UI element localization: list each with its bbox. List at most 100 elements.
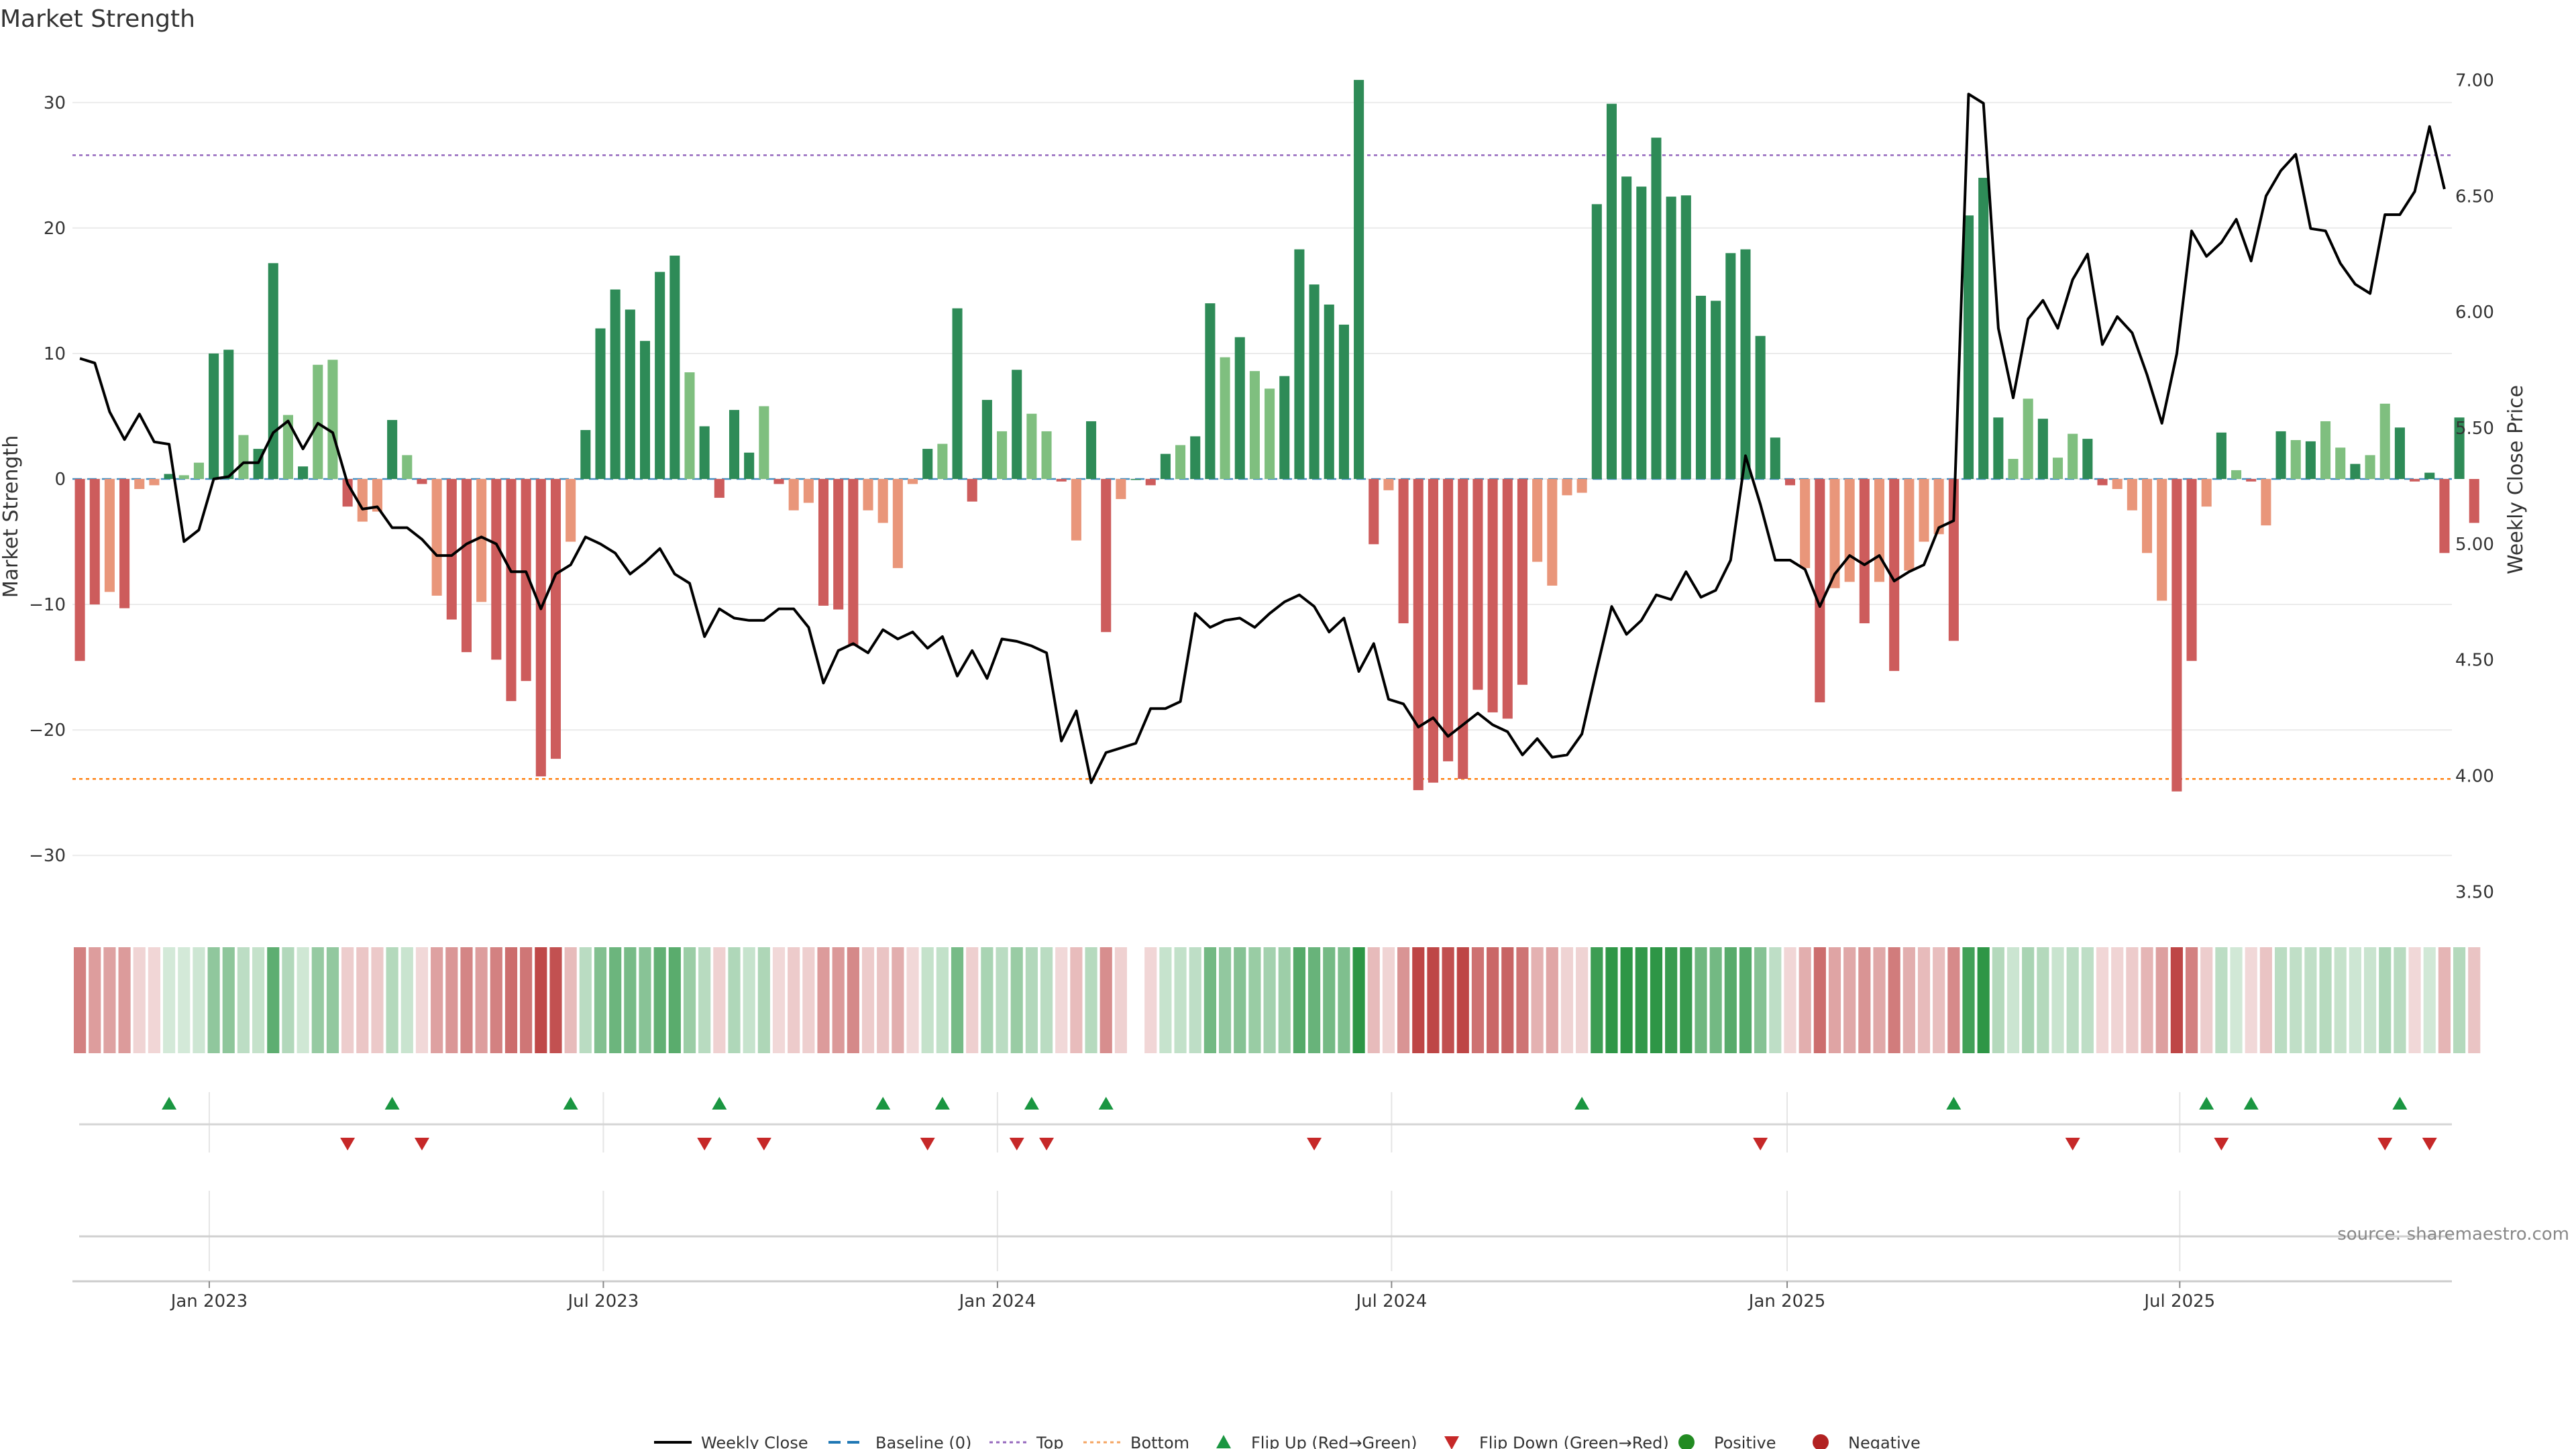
heatmap-cell [103, 947, 116, 1053]
heatmap-cell [1546, 947, 1558, 1053]
heatmap-cell [1620, 947, 1633, 1053]
strength-bar [1458, 479, 1468, 780]
flip-up-marker [1024, 1097, 1039, 1110]
strength-bar [1874, 479, 1885, 582]
heatmap-cell [2319, 947, 2332, 1053]
strength-bar [2305, 441, 2316, 479]
heatmap-cell [1724, 947, 1737, 1053]
heatmap-cell [1412, 947, 1425, 1053]
heatmap-cell [1442, 947, 1454, 1053]
strength-bar [1829, 479, 1840, 588]
flip-up-marker [934, 1097, 950, 1110]
heatmap-cell [1769, 947, 1782, 1053]
strength-bar [655, 272, 665, 479]
legend-label: Negative [1848, 1434, 1921, 1449]
heatmap-cell [639, 947, 651, 1053]
strength-bar [1249, 371, 1260, 479]
strength-bar [2261, 479, 2271, 526]
x-tick-label: Jul 2024 [1354, 1291, 1427, 1311]
strength-bar [714, 479, 724, 498]
flip-down-marker [2422, 1138, 2437, 1150]
heatmap-cell [653, 947, 666, 1053]
strength-bar [744, 452, 755, 479]
heatmap-cell [832, 947, 845, 1053]
strength-bar [639, 341, 651, 479]
strength-bar [2157, 479, 2167, 601]
heatmap-cell [1888, 947, 1900, 1053]
heatmap-cell [2051, 947, 2064, 1053]
heatmap-cell [2215, 947, 2228, 1053]
heatmap-cell [668, 947, 681, 1053]
heatmap-cell [74, 947, 87, 1053]
strength-bar [669, 256, 680, 479]
strength-bar [773, 479, 784, 484]
flip-up-marker [712, 1097, 727, 1110]
heatmap-cell [594, 947, 607, 1053]
flip-up-marker [384, 1097, 400, 1110]
right-tick-label: 3.50 [2455, 882, 2494, 902]
heatmap-cell [624, 947, 637, 1053]
heatmap-cell [788, 947, 800, 1053]
strength-bar [2394, 427, 2405, 479]
heatmap-cell [400, 947, 413, 1053]
heatmap-cell [207, 947, 220, 1053]
strength-bar [506, 479, 517, 702]
strength-bar [357, 479, 368, 522]
strength-bar [1770, 437, 1780, 479]
heatmap-cell [1338, 947, 1350, 1053]
heatmap-cell [282, 947, 294, 1053]
strength-bar [848, 479, 859, 646]
strength-bar [1725, 253, 1736, 479]
heatmap-cell [1709, 947, 1722, 1053]
heatmap-cell [981, 947, 994, 1053]
heatmap-cell [1070, 947, 1083, 1053]
legend-item: Weekly Close [654, 1434, 808, 1449]
heatmap-cell [1665, 947, 1678, 1053]
legend: Weekly Close Baseline (0) Top Bottom Flip Up… [654, 1434, 1921, 1449]
heatmap-cell [2334, 947, 2347, 1053]
right-tick-label: 7.00 [2455, 70, 2494, 91]
heatmap-cell [311, 947, 324, 1053]
heatmap-cell [1828, 947, 1841, 1053]
source-note: source: sharemaestro.com [2337, 1224, 2569, 1244]
strength-bar [922, 449, 933, 479]
strength-bar [2246, 479, 2257, 482]
strength-bar [803, 479, 814, 503]
strength-bar [2379, 403, 2390, 479]
right-tick-label: 4.00 [2455, 766, 2494, 786]
legend-item: Flip Up (Red→Green) [1216, 1434, 1417, 1449]
heatmap-cell [1144, 947, 1157, 1053]
strength-bar [610, 289, 621, 479]
heatmap-cell [1293, 947, 1306, 1053]
heatmap-cell [1695, 947, 1707, 1053]
heatmap-cell [2081, 947, 2094, 1053]
heatmap-cell [2096, 947, 2109, 1053]
strength-bar [2201, 479, 2212, 507]
heatmap-cell [877, 947, 890, 1053]
strength-bar [1948, 479, 1959, 641]
right-tick-label: 5.00 [2455, 535, 2494, 555]
flip-down-marker [697, 1138, 712, 1150]
heatmap-cell [89, 947, 101, 1053]
heatmap-cell [222, 947, 235, 1053]
strength-bar [2142, 479, 2153, 553]
heatmap-cell [2170, 947, 2183, 1053]
left-tick-label: 10 [44, 344, 66, 364]
heatmap-cell [1129, 947, 1142, 1053]
flip-down-marker [1009, 1138, 1024, 1150]
heatmap-cell [1263, 947, 1276, 1053]
strength-bar [1755, 335, 1766, 479]
strength-bar [1859, 479, 1870, 624]
heatmap-cell [2453, 947, 2466, 1053]
heatmap-cell [579, 947, 592, 1053]
strength-bar [566, 479, 576, 542]
strength-bar [1265, 388, 1275, 479]
strength-bar [313, 364, 323, 479]
heatmap-cell [1218, 947, 1232, 1053]
heatmap-cell [520, 947, 533, 1053]
legend-label: Flip Up (Red→Green) [1251, 1434, 1417, 1449]
legend-dot-icon [1813, 1434, 1829, 1449]
strength-bar [1234, 337, 1245, 479]
strength-bar [387, 420, 398, 479]
heatmap-cell [1858, 947, 1871, 1053]
